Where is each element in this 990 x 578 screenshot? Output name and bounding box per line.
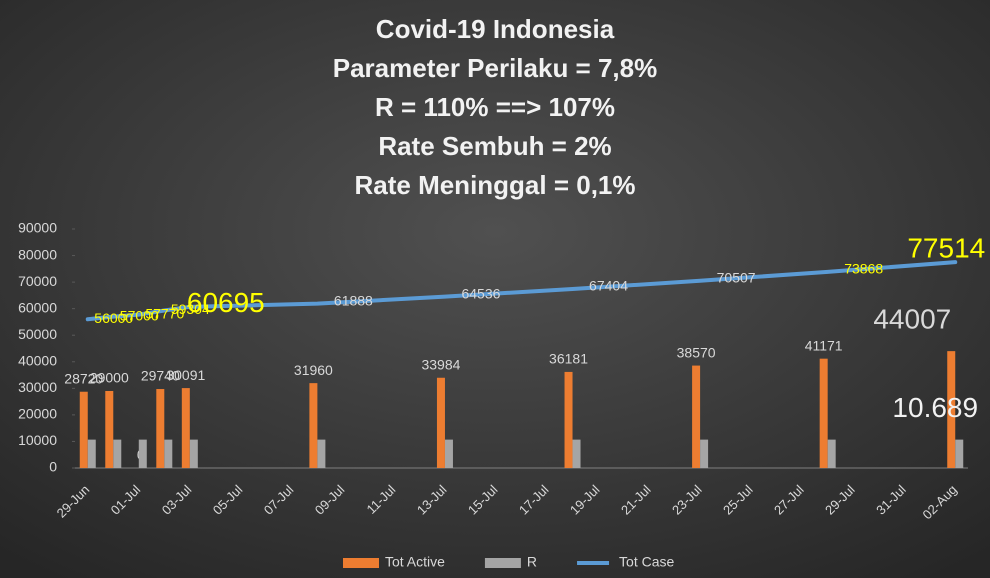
bar xyxy=(436,377,445,468)
bar xyxy=(87,439,96,468)
legend-label: Tot Active xyxy=(385,554,445,570)
data-label: 59304 xyxy=(171,301,210,317)
legend-label: Tot Case xyxy=(619,554,674,570)
bar xyxy=(105,390,114,468)
chart-title: Rate Meninggal = 0,1% xyxy=(354,170,635,200)
bar xyxy=(692,365,701,468)
data-label: 33984 xyxy=(421,356,460,372)
bar xyxy=(564,371,573,468)
bar xyxy=(189,439,198,468)
legend-swatch xyxy=(343,558,379,568)
data-label: 30091 xyxy=(166,367,205,383)
bar xyxy=(572,439,581,468)
chart-title: Rate Sembuh = 2% xyxy=(378,131,611,161)
bar xyxy=(827,439,836,468)
data-label: 38570 xyxy=(677,344,716,360)
legend-label: R xyxy=(527,554,537,570)
data-label: 67404 xyxy=(589,278,628,294)
y-tick-label: 30000 xyxy=(18,379,57,395)
data-label: 73868 xyxy=(844,261,883,277)
chart-title: Parameter Perilaku = 7,8% xyxy=(333,53,657,83)
line xyxy=(85,260,958,322)
bar xyxy=(309,383,318,468)
data-label: 70507 xyxy=(717,269,756,285)
bar xyxy=(317,439,326,468)
legend-swatch xyxy=(484,558,521,568)
y-tick-label: 20000 xyxy=(18,406,57,422)
chart-title: Covid-19 Indonesia xyxy=(376,14,615,44)
data-label: 10.689 xyxy=(892,392,978,423)
data-label: 29740 xyxy=(141,368,180,384)
y-tick-label: 10000 xyxy=(18,432,57,448)
data-label: 57770 xyxy=(145,305,184,321)
y-tick-label: 50000 xyxy=(18,326,57,342)
data-label: 61888 xyxy=(334,292,373,308)
y-tick-label: 90000 xyxy=(18,220,57,236)
data-label: 64536 xyxy=(461,285,500,301)
y-tick-label: 60000 xyxy=(18,299,57,315)
bar xyxy=(113,439,122,468)
y-tick-label: 80000 xyxy=(18,246,57,262)
y-tick-label: 70000 xyxy=(18,273,57,289)
data-label: 28720 xyxy=(64,370,103,386)
bar xyxy=(444,439,453,468)
data-label: 31960 xyxy=(294,362,333,378)
y-tick-label: 40000 xyxy=(18,352,57,368)
bar xyxy=(955,439,964,468)
bar xyxy=(819,358,828,468)
chart-title: R = 110% ==> 107% xyxy=(375,92,615,122)
bar xyxy=(181,388,190,468)
bar xyxy=(700,439,709,468)
data-label: 57000 xyxy=(120,307,159,323)
data-label: 60695 xyxy=(187,287,265,318)
bar xyxy=(79,391,88,468)
data-label: 44007 xyxy=(873,304,951,335)
data-label: 77514 xyxy=(907,233,985,264)
data-label: 29000 xyxy=(90,370,129,386)
bar xyxy=(156,389,165,468)
bar xyxy=(164,439,173,468)
y-tick-label: 0 xyxy=(49,459,57,475)
bar xyxy=(947,351,956,468)
data-label: 36181 xyxy=(549,351,588,367)
data-label: 56000 xyxy=(94,310,133,326)
data-label: 41171 xyxy=(805,337,843,353)
bar xyxy=(138,439,147,468)
